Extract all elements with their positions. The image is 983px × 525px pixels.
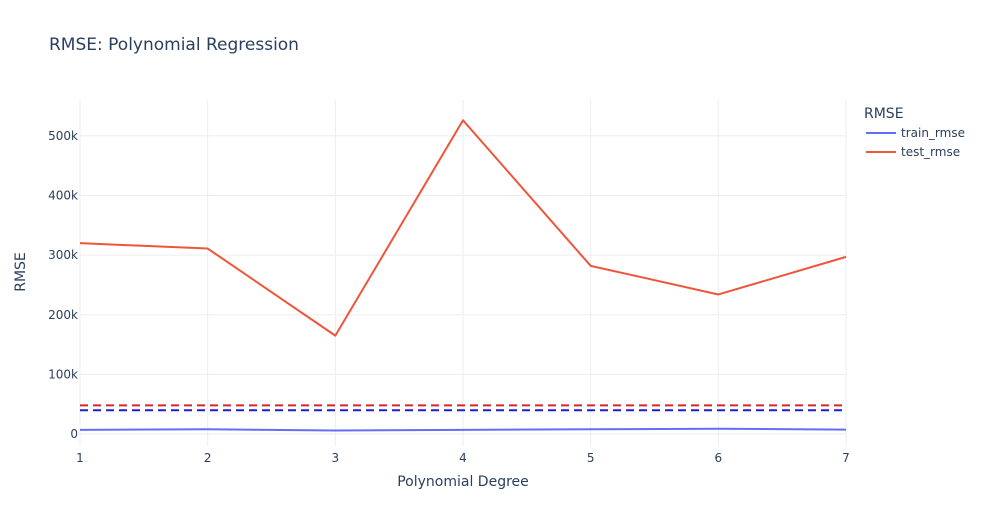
chart-title: RMSE: Polynomial Regression (49, 35, 299, 55)
y-tick-label: 300k (48, 248, 78, 262)
grid-lines (79, 100, 847, 446)
legend-label: train_rmse (901, 126, 965, 140)
y-tick-label: 500k (48, 129, 78, 143)
y-axis-ticks: 0 100k 200k 300k 400k 500k (48, 129, 78, 441)
y-axis-title: RMSE (13, 252, 29, 292)
legend-item-test-rmse[interactable]: test_rmse (866, 145, 960, 159)
x-axis-title: Polynomial Degree (397, 474, 529, 490)
y-tick-label: 200k (48, 308, 78, 322)
series-line-train-rmse[interactable] (79, 427, 847, 432)
y-tick-label: 100k (48, 367, 78, 381)
reference-lines (80, 404, 846, 412)
x-tick-label: 4 (459, 451, 467, 465)
x-tick-label: 2 (204, 451, 212, 465)
x-tick-label: 6 (715, 451, 723, 465)
x-tick-label: 5 (587, 451, 595, 465)
legend[interactable]: RMSE train_rmse test_rmse (864, 106, 965, 159)
legend-item-train-rmse[interactable]: train_rmse (866, 126, 965, 140)
x-tick-label: 1 (76, 451, 84, 465)
x-axis-ticks: 1 2 3 4 5 6 7 (76, 451, 850, 465)
legend-label: test_rmse (901, 145, 960, 159)
legend-title: RMSE (864, 106, 904, 122)
series-lines (79, 119, 847, 432)
x-tick-label: 3 (332, 451, 340, 465)
y-tick-label: 0 (70, 427, 78, 441)
y-tick-label: 400k (48, 188, 78, 202)
series-line-test-rmse[interactable] (79, 119, 847, 337)
x-tick-label: 7 (842, 451, 850, 465)
